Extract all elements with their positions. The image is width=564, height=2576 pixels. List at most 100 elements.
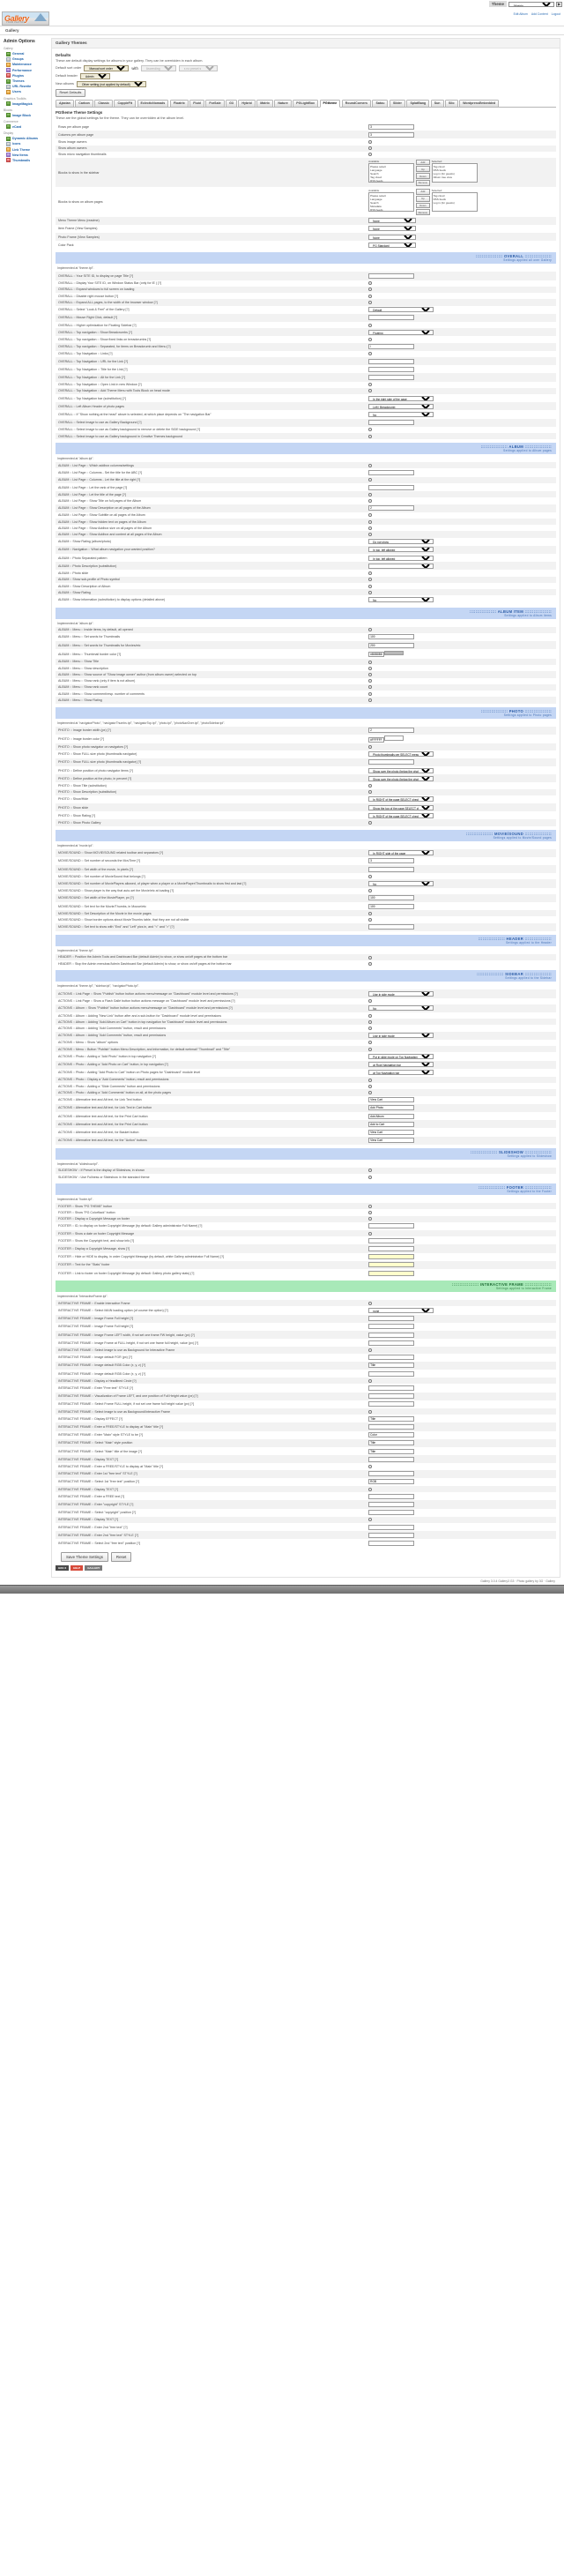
setting-select[interactable]: at Root Navigation bar [368,1062,434,1068]
selected-listbox[interactable]: Tag cloud RSS feeds Log in (for guests) [431,191,478,212]
setting-text-input[interactable] [368,420,415,426]
setting-text-input[interactable] [368,858,415,864]
setting-text-input[interactable] [368,366,415,372]
color-value-input[interactable] [368,736,385,743]
theme-switcher[interactable]: Theme Matrix ▶ [488,1,562,7]
setting-checkbox[interactable] [368,590,373,594]
setting-select[interactable]: Show over the photo (below the photo) [368,767,434,773]
setting-checkbox[interactable] [368,1231,373,1236]
move-button-down[interactable]: Down [416,173,430,179]
setting-checkbox[interactable] [368,287,373,292]
setting-text-input[interactable] [368,1237,415,1243]
setting-checkbox[interactable] [368,889,373,893]
setting-select[interactable]: None [368,226,417,232]
setting-text-input[interactable] [368,1510,415,1516]
setting-text-input[interactable] [368,358,415,364]
tab-pgtheme[interactable]: PGtheme [319,99,341,108]
setting-checkbox[interactable] [368,790,373,795]
tab-satou[interactable]: Satou [372,99,389,107]
setting-select[interactable]: No [368,1005,434,1012]
setting-checkbox[interactable] [368,685,373,690]
sidebar-item-imagemagick[interactable]: ImageMagick [4,101,48,107]
setting-checkbox[interactable] [368,784,373,788]
setting-select[interactable]: none [368,1308,434,1314]
setting-text-input[interactable] [368,1113,415,1119]
setting-checkbox[interactable] [368,294,373,298]
setting-checkbox[interactable] [368,146,373,151]
setting-select[interactable]: No [368,881,434,887]
setting-checkbox[interactable] [368,1078,373,1082]
logout-link[interactable]: Logout [551,12,560,16]
setting-text-input[interactable] [368,123,415,130]
tab-wordpressembedded[interactable]: WordpressEmbedded [459,99,500,107]
tab-matrix[interactable]: Matrix [256,99,273,107]
tab-silo[interactable]: Silo [445,99,458,107]
setting-checkbox[interactable] [368,323,373,327]
move-button-remove[interactable]: Remove [416,209,430,216]
tab-carbon[interactable]: Carbon [75,99,93,107]
setting-select[interactable]: In RIGHT of the page SELECT checkbox in … [368,796,434,803]
setting-checkbox[interactable] [368,1027,373,1031]
setting-text-input[interactable] [368,1138,415,1144]
setting-checkbox[interactable] [368,533,373,537]
setting-checkbox[interactable] [368,955,373,959]
move-button-up[interactable]: Up [416,195,430,202]
move-button-up[interactable]: Up [416,166,430,173]
setting-checkbox[interactable] [368,628,373,632]
setting-checkbox[interactable] [368,1204,373,1208]
move-button-add[interactable]: Add [416,159,430,166]
setting-select[interactable]: Use in side mode [368,1033,434,1039]
sidebar-item-groups[interactable]: Groups [4,56,48,62]
sidebar-item-new-items[interactable]: New Items [4,153,48,158]
setting-text-input[interactable] [368,374,415,380]
tab-ajaxian[interactable]: Ajaxian [56,99,74,107]
setting-text-input[interactable] [368,1246,415,1252]
setting-checkbox[interactable] [368,337,373,341]
selected-listbox[interactable]: Tag cloud RSS feeds Log in (for guests) … [431,162,478,183]
setting-checkbox[interactable] [368,1487,373,1491]
setting-checkbox[interactable] [368,1465,373,1468]
setting-text-input[interactable] [368,1097,415,1103]
reset-button[interactable]: Reset [110,1551,132,1562]
gallery-logo[interactable]: Gallery YOUR PHOTOS [2,11,49,26]
sidebar-item-dynamic-albums[interactable]: Dynamic Albums [4,136,48,141]
breadcrumb[interactable]: Gallery [0,26,564,35]
sidebar-item-ecard[interactable]: eCard [4,124,48,130]
setting-text-input[interactable] [368,1432,415,1438]
sidebar-item-themes[interactable]: Themes [4,78,48,84]
color-swatch[interactable] [384,735,404,741]
setting-checkbox[interactable] [368,672,373,676]
setting-checkbox[interactable] [368,1518,373,1522]
reset-defaults-button[interactable]: Reset Defaults [56,89,85,97]
theme-switcher-select[interactable]: Matrix [508,1,554,7]
setting-checkbox[interactable] [368,1169,373,1173]
setting-select[interactable]: In top, left aligned [368,547,434,553]
tab-splatbang[interactable]: SplatBang [406,99,430,107]
setting-checkbox[interactable] [368,1301,373,1305]
theme-switcher-go-icon[interactable]: ▶ [556,1,562,7]
setting-checkbox[interactable] [368,1348,373,1353]
tab-eclecticnomads[interactable]: EclecticNomads [137,99,169,107]
setting-select[interactable]: Do not show [368,539,434,545]
setting-text-input[interactable] [368,1385,415,1392]
setting-checkbox[interactable] [368,383,373,387]
setting-checkbox[interactable] [368,428,373,432]
sidebar-item-icons[interactable]: Icons [4,141,48,146]
setting-checkbox[interactable] [368,513,373,518]
setting-checkbox[interactable] [368,1217,373,1221]
setting-checkbox[interactable] [368,1211,373,1215]
setting-checkbox[interactable] [368,153,373,157]
setting-checkbox[interactable] [368,698,373,702]
setting-text-input[interactable] [368,1355,415,1361]
sidebar-item-performance[interactable]: Performance [4,68,48,73]
setting-text-input[interactable] [368,1493,415,1499]
setting-text-input[interactable] [368,273,415,280]
setting-checkbox[interactable] [368,1090,373,1094]
setting-text-input[interactable] [368,505,415,511]
setting-select[interactable]: Left | Breadcrumb [368,403,434,409]
setting-text-input[interactable] [368,728,415,734]
tab-pglightbox[interactable]: PGLightBox [293,99,319,107]
setting-select[interactable]: In top, left aligned [368,555,434,561]
setting-checkbox[interactable] [368,463,373,467]
setting-checkbox[interactable] [368,519,373,524]
